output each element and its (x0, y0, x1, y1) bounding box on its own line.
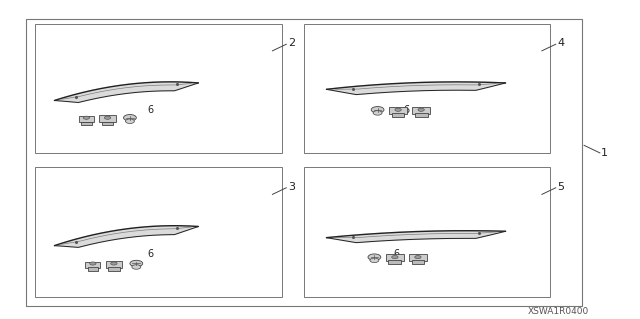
Text: 2: 2 (287, 38, 295, 48)
Bar (409, 254, 427, 261)
Circle shape (104, 116, 111, 119)
Bar (304, 24, 550, 153)
Circle shape (371, 107, 384, 113)
Bar (35, 24, 282, 153)
Circle shape (418, 108, 424, 111)
Polygon shape (54, 226, 198, 247)
Bar (388, 260, 401, 264)
Circle shape (132, 265, 141, 269)
Bar (106, 261, 122, 268)
Text: 5: 5 (557, 182, 564, 192)
Circle shape (373, 111, 382, 115)
Bar (85, 262, 100, 268)
Circle shape (83, 116, 90, 119)
Text: 3: 3 (288, 182, 294, 192)
Text: 6: 6 (403, 105, 410, 115)
Text: 6: 6 (147, 105, 154, 115)
Circle shape (130, 260, 143, 267)
Text: 4: 4 (557, 38, 564, 48)
Bar (81, 122, 92, 125)
Bar (88, 267, 98, 271)
Circle shape (395, 108, 401, 111)
Bar (102, 122, 113, 125)
Text: 6: 6 (147, 249, 154, 259)
Bar (79, 116, 94, 122)
Bar (108, 267, 120, 271)
Text: XSWA1R0400: XSWA1R0400 (527, 307, 589, 316)
Circle shape (415, 256, 421, 259)
Circle shape (392, 256, 398, 259)
Bar (392, 113, 404, 117)
Circle shape (125, 119, 134, 123)
Circle shape (111, 262, 117, 265)
Bar (412, 107, 430, 114)
Bar (35, 167, 282, 297)
Circle shape (90, 262, 96, 265)
Text: 6: 6 (394, 249, 400, 259)
Polygon shape (326, 231, 506, 243)
Circle shape (370, 258, 379, 263)
Bar (415, 113, 428, 117)
Bar (304, 167, 550, 297)
Bar (412, 260, 424, 264)
Text: 1: 1 (602, 148, 608, 158)
Circle shape (368, 254, 381, 260)
Polygon shape (54, 82, 198, 102)
Circle shape (124, 115, 136, 121)
Bar (386, 254, 404, 261)
Polygon shape (326, 82, 506, 94)
Bar (389, 107, 407, 114)
Bar (26, 19, 582, 306)
Bar (99, 115, 116, 122)
